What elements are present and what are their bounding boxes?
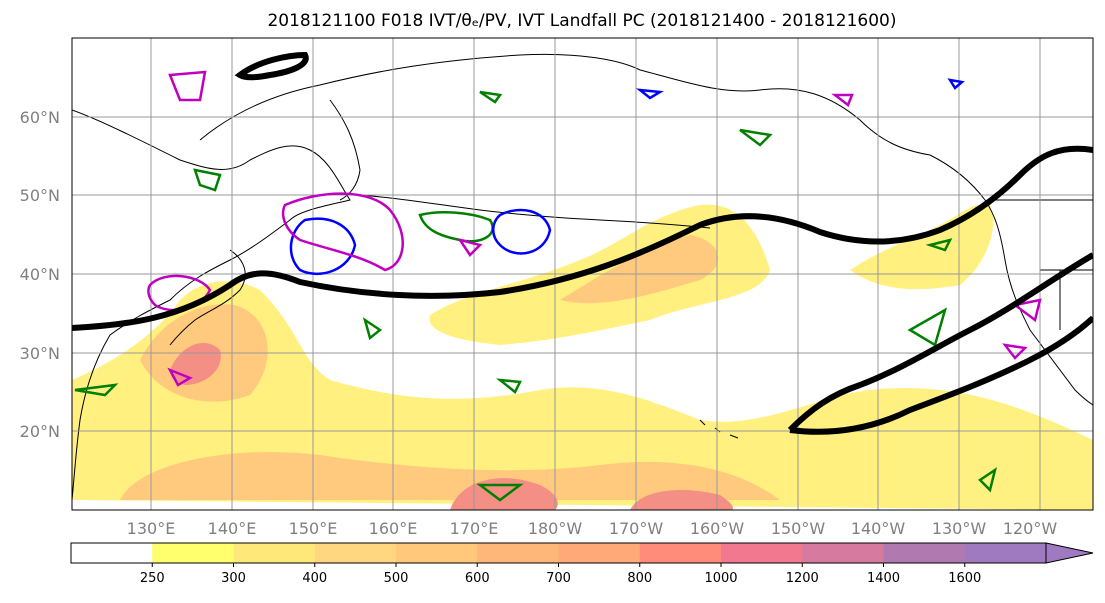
colorbar-tick-label: 500: [384, 571, 409, 586]
ivt-band-mid-2: [560, 235, 719, 304]
colorbar-tick-label: 300: [221, 571, 246, 586]
pv-contour: [831, 93, 854, 107]
theta-e-contour: [739, 128, 773, 147]
lat-label: 30°N: [20, 344, 60, 363]
theta-e-contour: [74, 383, 119, 397]
ivt-band-low: [72, 281, 1093, 510]
pv-contours-magenta: [147, 70, 1042, 387]
theta-e-contour: [495, 378, 522, 394]
colorbar-extend-arrow: [1045, 542, 1094, 564]
lon-label: 140°E: [208, 519, 257, 538]
colorbar-tick-label: 700: [546, 571, 571, 586]
colorbar-tick-label: 250: [140, 571, 165, 586]
colorbar-tick-label: 600: [465, 571, 490, 586]
theta-e-contour: [362, 317, 383, 341]
pv-contour: [1012, 298, 1042, 323]
asia-coast: [72, 109, 351, 501]
colorbar-swatch: [964, 543, 1047, 563]
colorbar-tick-label: 1200: [786, 571, 819, 586]
colorbar-swatch: [152, 543, 234, 563]
colorbar-swatch: [396, 543, 478, 563]
lat-label: 20°N: [20, 422, 60, 441]
ivt-band-high-3: [630, 490, 733, 510]
colorbar-swatch: [71, 543, 153, 563]
lon-label: 170°W: [609, 519, 664, 538]
longitude-labels: 130°E 140°E 150°E 160°E 170°E 180°W 170°…: [127, 519, 1058, 538]
colorbar-tick-label: 400: [302, 571, 327, 586]
theta-e-contours: [74, 90, 997, 502]
colorbar-ticks: 250 300 400 500 600 700 800 1000 1200 1400 1600: [140, 563, 981, 586]
alaska-coast: [639, 69, 1093, 406]
pv-contour: [457, 238, 483, 257]
latitude-labels: 60°N 50°N 40°N 30°N 20°N: [20, 108, 60, 441]
colorbar-swatch: [233, 543, 316, 563]
colorbar-swatch: [477, 543, 559, 563]
pv-contours-blue: [289, 78, 965, 276]
lon-label: 130°E: [127, 519, 176, 538]
map-panel: [71, 37, 1094, 511]
lon-label: 150°W: [771, 519, 826, 538]
colorbar-tick-label: 1600: [948, 571, 981, 586]
lon-label: 160°W: [690, 519, 745, 538]
colorbar-swatch: [314, 543, 397, 563]
theta-e-contour: [479, 90, 503, 104]
colorbar-tick-label: 800: [627, 571, 652, 586]
colorbar-swatch: [802, 543, 884, 563]
colorbar-tick-label: 1400: [867, 571, 900, 586]
figure-title: 2018121100 F018 IVT/θₑ/PV, IVT Landfall …: [267, 11, 896, 31]
pv-contour: [281, 192, 404, 272]
theta-e-contour: [907, 307, 948, 347]
colorbar-swatch: [639, 543, 722, 563]
pv-contour: [635, 88, 664, 100]
pv-contour: [492, 208, 552, 255]
landfall-pc-contours: [72, 51, 1093, 435]
pv-contour: [167, 367, 193, 387]
lon-label: 170°E: [450, 519, 499, 538]
lon-label: 130°W: [932, 519, 987, 538]
map-frame: [71, 37, 1094, 511]
coastlines: [72, 53, 1093, 501]
colorbar-swatch: [558, 543, 641, 563]
aleutian-chain: [359, 194, 711, 229]
theta-e-contour: [925, 238, 953, 252]
pv-contour: [947, 78, 965, 90]
lat-label: 50°N: [20, 186, 60, 205]
colorbar-swatches: [71, 543, 1047, 563]
theta-e-contour: [476, 483, 524, 502]
ivt-band-mid-3: [120, 452, 780, 500]
lat-label: 60°N: [20, 108, 60, 127]
landfall-pc-contour: [789, 315, 1093, 435]
siberia-coast: [199, 53, 641, 141]
landfall-pc-contour: [72, 145, 1093, 331]
lon-label: 150°E: [289, 519, 338, 538]
colorbar-tick-label: 1000: [704, 571, 737, 586]
lon-label: 140°W: [851, 519, 906, 538]
colorbar-swatch: [721, 543, 803, 563]
landfall-pc-contour: [787, 252, 1093, 433]
lon-label: 120°W: [1003, 519, 1058, 538]
japan-coast: [169, 249, 246, 346]
lon-label: 160°E: [369, 519, 418, 538]
theta-e-contour: [978, 467, 997, 493]
pv-contour: [1002, 343, 1028, 360]
ivt-shading: [72, 204, 1093, 510]
ivt-band-coastal: [850, 204, 994, 290]
pv-contour: [289, 217, 357, 276]
colorbar: 250 300 400 500 600 700 800 1000 1200 1400 1600: [70, 542, 1094, 586]
theta-e-contour: [418, 211, 494, 243]
lat-label: 40°N: [20, 265, 60, 284]
theta-e-contour: [193, 168, 222, 192]
landfall-pc-contour: [234, 51, 309, 81]
ivt-band-high-2: [450, 478, 558, 510]
pv-contour: [168, 70, 207, 102]
colorbar-swatch: [883, 543, 966, 563]
lon-label: 180°W: [528, 519, 583, 538]
